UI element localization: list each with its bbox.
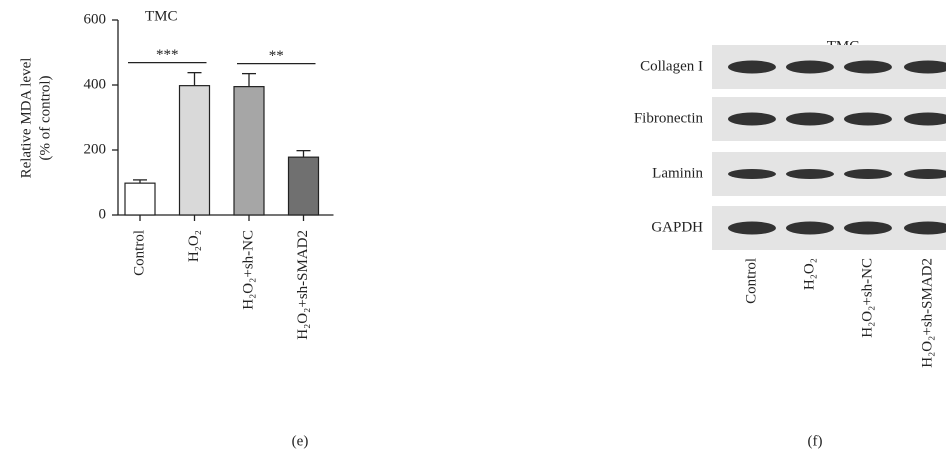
- blot-band: [844, 61, 892, 74]
- bar: [289, 157, 319, 215]
- blot-band: [728, 222, 776, 235]
- row-label: Laminin: [652, 165, 703, 181]
- blot-band: [786, 113, 834, 126]
- row-label: GAPDH: [651, 219, 703, 235]
- significance-label: ***: [156, 47, 179, 63]
- bar: [180, 86, 210, 215]
- blot-band: [786, 61, 834, 74]
- y-tick-label: 400: [84, 76, 107, 92]
- blot-band: [844, 169, 892, 179]
- figure: TMC Relative MDA level (% of control) (e…: [0, 0, 946, 460]
- column-label: Control: [743, 258, 759, 304]
- blot-band: [786, 169, 834, 179]
- y-tick-label: 0: [99, 206, 107, 222]
- blot-band: [844, 113, 892, 126]
- blot-band: [728, 169, 776, 179]
- x-tick-label: H₂O₂: [186, 230, 202, 262]
- bar: [125, 183, 155, 215]
- column-label: H₂O₂+sh-NC: [859, 258, 875, 338]
- panel-label: (f): [808, 433, 823, 449]
- bar: [234, 87, 264, 215]
- significance-label: **: [269, 48, 284, 64]
- row-label: Fibronectin: [634, 110, 704, 126]
- x-tick-label: H₂O₂+sh-NC: [240, 230, 256, 310]
- panel-label: (e): [292, 433, 309, 449]
- blot-band: [728, 61, 776, 74]
- y-axis-label: (% of control): [37, 76, 53, 161]
- y-tick-label: 200: [84, 141, 107, 157]
- row-label: Collagen I: [640, 58, 703, 74]
- blot-band: [728, 113, 776, 126]
- y-axis-label: Relative MDA level: [18, 58, 34, 179]
- y-tick-label: 600: [84, 11, 107, 27]
- column-label: H₂O₂: [801, 258, 817, 290]
- page: TMC Relative MDA level (% of control) (e…: [0, 0, 946, 460]
- column-label: H₂O₂+sh-SMAD2: [919, 258, 935, 368]
- chart-title: TMC: [145, 8, 178, 24]
- x-tick-label: H₂O₂+sh-SMAD2: [295, 230, 311, 340]
- blot-band: [786, 222, 834, 235]
- blot-band: [844, 222, 892, 235]
- x-tick-label: Control: [131, 230, 147, 276]
